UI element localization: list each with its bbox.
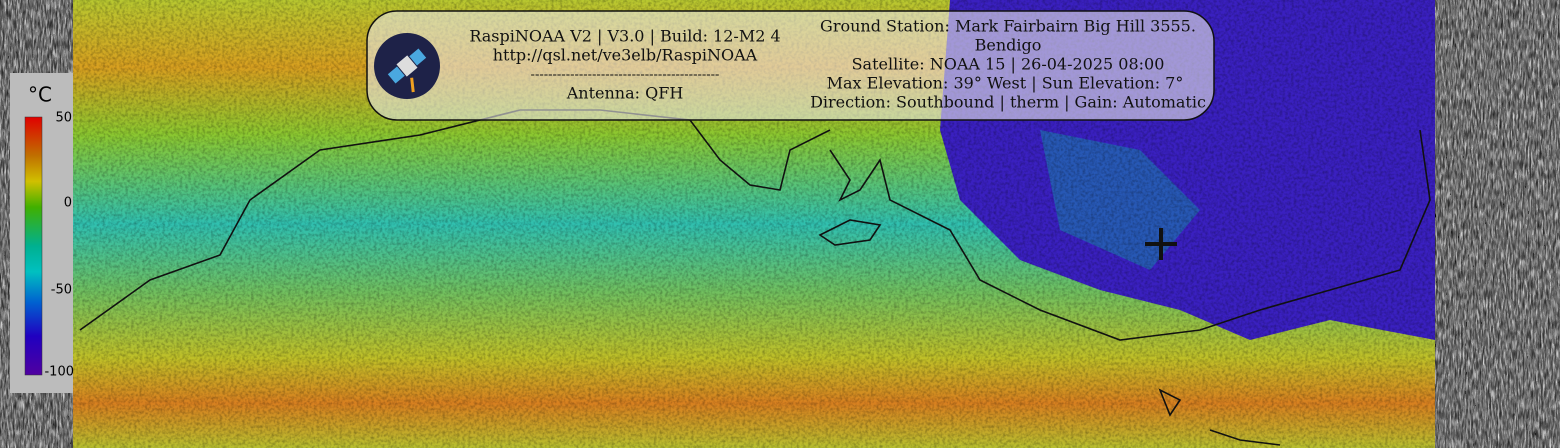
header-text: Max Elevation: 39° West | Sun Elevation:…: [827, 74, 1184, 93]
ground-station-marker: [1145, 228, 1177, 260]
info-box: RaspiNOAA V2 | V3.0 | Build: 12-M2 4 htt…: [366, 10, 1215, 121]
header-text: http://qsl.net/ve3elb/RaspiNOAA: [493, 46, 758, 65]
legend: °C 50 0 -50 -100: [10, 73, 74, 393]
header-text: Antenna: QFH: [566, 84, 684, 103]
sensor-strip: [1435, 0, 1560, 448]
legend-label: 0: [64, 196, 72, 211]
header-text: Direction: Southbound | therm | Gain: Au…: [810, 93, 1206, 112]
header-text: Bendigo: [975, 36, 1042, 55]
header-divider: ----------------------------------------…: [531, 68, 720, 83]
legend-unit: °C: [28, 83, 52, 107]
color-scale: [24, 116, 43, 376]
legend-label: 50: [55, 111, 72, 126]
legend-label: -100: [44, 365, 74, 380]
legend-label: -50: [51, 283, 72, 298]
info-panel: [366, 10, 1215, 121]
header-text: Ground Station: Mark Fairbairn Big Hill …: [820, 17, 1196, 36]
logo-satellite: [387, 48, 427, 93]
header-text: Satellite: NOAA 15 | 26-04-2025 08:00: [852, 55, 1165, 74]
header-text: RaspiNOAA V2 | V3.0 | Build: 12-M2 4: [469, 27, 780, 46]
